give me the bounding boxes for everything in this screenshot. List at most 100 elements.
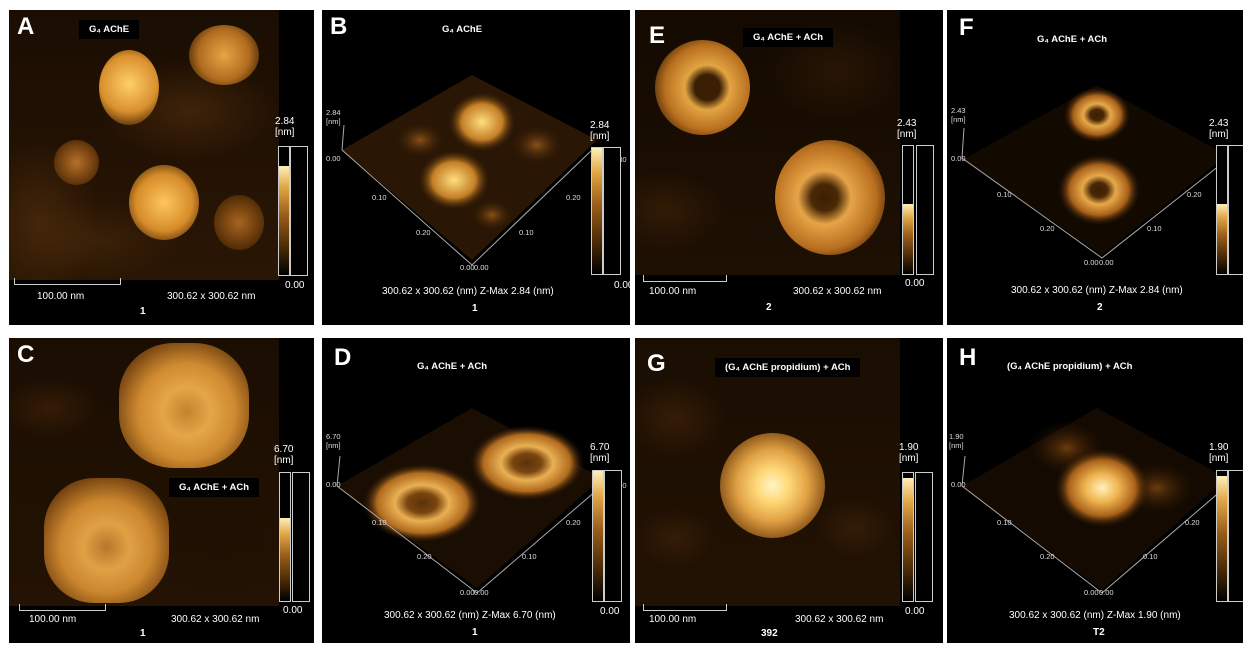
z-min-label: 0.00: [283, 605, 303, 616]
axis-label: 0.20: [417, 552, 432, 561]
axis-label: 0.10: [1147, 224, 1162, 233]
image-size-label: 300.62 x 300.62 nm: [793, 286, 882, 297]
surface-ring: [1063, 87, 1131, 143]
protein-particle: [720, 433, 825, 538]
panel-b: G₄ AChE B 2.84 [nm] 0.00 0.10 0.20 0.00 …: [322, 10, 630, 325]
axis-unit: [nm]: [326, 117, 341, 126]
axis-label: 0.10: [519, 228, 534, 237]
panel-label: E: [649, 22, 666, 49]
axis-label: 0.00: [474, 588, 489, 597]
axis-unit: [nm]: [951, 115, 966, 124]
image-index: 1: [472, 303, 478, 314]
axis-label: 6.70: [326, 432, 341, 441]
surface-peak: [1054, 448, 1150, 528]
panel-title: G₄ AChE + ACh: [1037, 34, 1108, 45]
panel-label: H: [959, 344, 977, 371]
scale-bar-label: 100.00 nm: [649, 614, 697, 625]
panel-f: G₄ AChE + ACh F 2.43 [nm] 0.00 0.10 0.20…: [947, 10, 1243, 325]
z-color-scale: [278, 146, 290, 276]
axis-label: 0.00: [326, 480, 341, 489]
z-min-label: 0.00: [285, 280, 305, 291]
z-min-label: 0.00: [905, 606, 925, 617]
z-min-label: 0.00: [905, 278, 925, 289]
panel-h: (G₄ AChE propidium) + ACh H 1.90 [nm] 0.…: [947, 338, 1243, 643]
3d-surface-plot: [961, 408, 1230, 594]
axis-label: 0.10: [997, 518, 1012, 527]
z-max-label: 6.70 [nm]: [274, 444, 294, 466]
3d-surface-plot: [336, 408, 605, 594]
axis-label: 0.00: [1084, 258, 1099, 267]
image-index: 2: [766, 302, 772, 313]
panel-title: (G₄ AChE propidium) + ACh: [715, 358, 861, 377]
z-color-scale: [591, 147, 603, 275]
axis-label: 0.00: [474, 263, 489, 272]
axis-label: 0.20: [566, 518, 581, 527]
panel-label: B: [330, 13, 348, 40]
panel-a: G₄ AChE A 2.84 [nm] 0.00 100.00 nm 300.62…: [9, 10, 314, 325]
z-max-label: 2.84 [nm]: [275, 116, 295, 138]
surface-ring: [1057, 154, 1141, 226]
panel-title: G₄ AChE: [79, 20, 140, 39]
panel-label: D: [334, 344, 352, 371]
protein-particle: [99, 50, 159, 125]
3d-axes: [341, 149, 593, 266]
image-size-label: 300.62 x 300.62 (nm) Z-Max 1.90 (nm): [1009, 610, 1181, 621]
panel-e: G₄ AChE + ACh E 2.43 [nm] 0.00 100.00 nm …: [635, 10, 943, 325]
height-histogram: [915, 472, 933, 602]
panel-title: G₄ AChE + ACh: [169, 478, 260, 497]
axis-unit: [nm]: [326, 441, 341, 450]
protein-particle: [54, 140, 99, 185]
surface-ring: [469, 425, 585, 501]
z-min-label: 0.00: [614, 280, 630, 291]
scale-bar: [19, 604, 106, 611]
axis-unit: [nm]: [949, 441, 964, 450]
image-size-label: 300.62 x 300.62 (nm) Z-Max 2.84 (nm): [1011, 285, 1183, 296]
z-color-scale: [1216, 145, 1228, 275]
3d-surface-plot: [341, 75, 597, 266]
z-color-scale: [902, 145, 914, 275]
image-size-label: 300.62 x 300.62 nm: [167, 291, 256, 302]
z-max-label: 1.90 [nm]: [1209, 442, 1229, 464]
protein-particle: [129, 165, 199, 240]
axis-label: 0.00: [951, 154, 966, 163]
protein-ring: [655, 40, 750, 135]
axis-label: 2.84: [326, 108, 341, 117]
protein-ring: [44, 478, 169, 603]
axis-label: 0.10: [372, 518, 387, 527]
panel-d: G₄ AChE + ACh D 6.70 [nm] 0.00 0.10 0.20…: [322, 338, 630, 643]
axis-label: 0.20: [1040, 224, 1055, 233]
axis-label: 0.00: [326, 154, 341, 163]
image-size-label: 300.62 x 300.62 nm: [795, 614, 884, 625]
protein-particle: [214, 195, 264, 250]
scale-bar-label: 100.00 nm: [37, 291, 85, 302]
panel-label: F: [959, 14, 974, 41]
panel-label: G: [647, 350, 666, 377]
z-color-scale: [592, 470, 604, 602]
height-histogram: [1228, 470, 1243, 602]
axis-label: 0.10: [372, 193, 387, 202]
image-index: 1: [140, 306, 146, 317]
height-histogram: [603, 147, 621, 275]
image-size-label: 300.62 x 300.62 nm: [171, 614, 260, 625]
z-max-label: 2.43 [nm]: [897, 118, 917, 140]
3d-axes: [961, 157, 1230, 259]
panel-c: G₄ AChE + ACh C 6.70 [nm] 0.00 100.00 nm …: [9, 338, 314, 643]
axis-label: 0.00: [1099, 258, 1114, 267]
axis-label: 0.00: [460, 263, 475, 272]
axis-label: 0.00: [951, 480, 966, 489]
panel-g: (G₄ AChE propidium) + ACh G 1.90 [nm] 0.0…: [635, 338, 943, 643]
axis-label: 0.20: [566, 193, 581, 202]
z-min-label: 0.00: [600, 606, 620, 617]
panel-label: C: [17, 341, 35, 368]
axis-label: 1.90: [949, 432, 964, 441]
axis-label: 0.20: [1040, 552, 1055, 561]
axis-label: 0.00: [460, 588, 475, 597]
surface-peak: [448, 92, 516, 152]
height-histogram: [292, 472, 310, 602]
image-size-label: 300.62 x 300.62 (nm) Z-Max 6.70 (nm): [384, 610, 556, 621]
axis-label: 0.00: [1099, 588, 1114, 597]
axis-label: 0.10: [1143, 552, 1158, 561]
panel-title: G₄ AChE: [442, 24, 483, 35]
panel-title: G₄ AChE + ACh: [743, 28, 834, 47]
protein-particle: [189, 25, 259, 85]
